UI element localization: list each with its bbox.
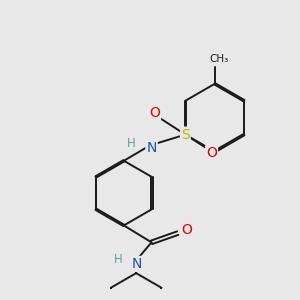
- Text: H: H: [114, 253, 123, 266]
- Text: N: N: [146, 141, 157, 155]
- Text: H: H: [127, 137, 135, 150]
- Text: O: O: [149, 106, 160, 120]
- Text: S: S: [181, 128, 190, 142]
- Text: CH₃: CH₃: [210, 54, 229, 64]
- Text: O: O: [182, 223, 192, 237]
- Text: N: N: [132, 257, 142, 271]
- Text: O: O: [206, 146, 217, 160]
